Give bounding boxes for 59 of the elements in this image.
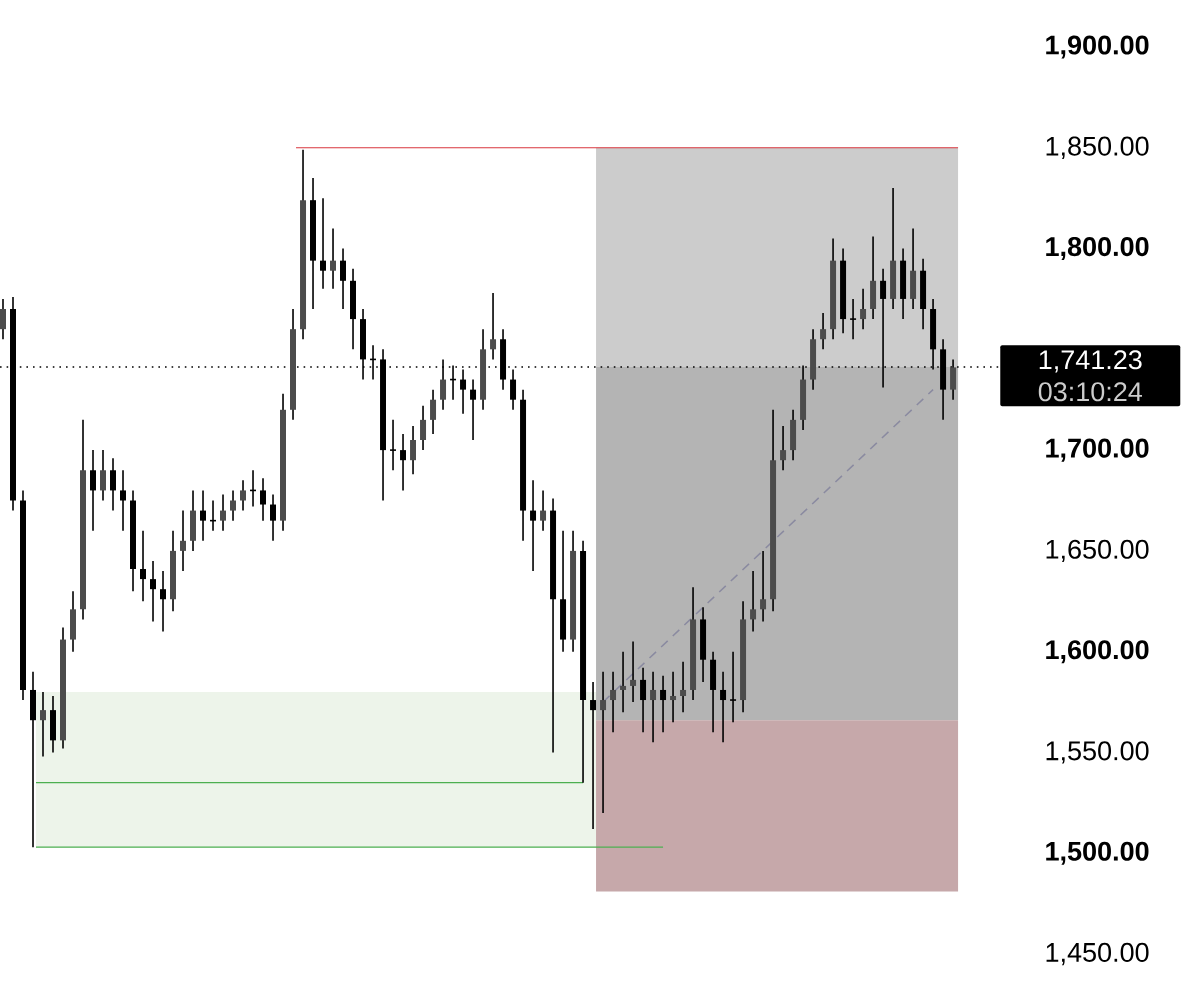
candlestick (150, 560, 157, 623)
candlestick (420, 404, 427, 451)
candlestick (650, 671, 657, 744)
candlestick (720, 671, 727, 744)
candlestick (389, 419, 397, 472)
y-tick-label: 1,900.00 (1046, 35, 1149, 59)
candlestick (820, 312, 827, 351)
candlestick (180, 509, 187, 572)
candlestick (110, 457, 117, 512)
candlestick (729, 650, 737, 724)
candlestick (490, 292, 497, 361)
candlestick (660, 675, 667, 734)
candlestick (330, 227, 337, 290)
candlestick (590, 681, 597, 830)
y-tick-label: 1,450.00 (1046, 942, 1149, 966)
candlestick (270, 493, 277, 542)
candlestick (400, 433, 407, 492)
candlestick (510, 368, 517, 411)
candlestick (780, 425, 787, 472)
candlestick (230, 489, 237, 522)
candlestick (600, 671, 607, 814)
candlestick (430, 388, 437, 435)
y-tick-label: 1,700.00 (1046, 438, 1149, 462)
candlestick (849, 298, 857, 341)
ref-line-label: 1,741.23 (1039, 350, 1142, 373)
candlestick (200, 489, 207, 542)
candlestick (640, 666, 647, 734)
y-tick-label: 1,850.00 (1046, 136, 1149, 159)
candlestick (680, 660, 687, 713)
candlestick (440, 358, 447, 411)
candlestick (0, 298, 6, 341)
candlestick (750, 570, 757, 633)
candlestick (340, 247, 347, 310)
y-tick-label: 1,650.00 (1046, 539, 1149, 563)
candlestick (760, 550, 767, 623)
candlestick (120, 469, 127, 532)
candlestick (470, 378, 477, 441)
candlestick (670, 671, 677, 724)
candlestick (90, 449, 97, 532)
candlestick (320, 197, 327, 290)
y-tick-label: 1,500.00 (1046, 841, 1149, 865)
candlestick (630, 640, 637, 703)
candlestick (160, 570, 167, 633)
candlestick (40, 691, 46, 758)
candlestick (620, 650, 627, 713)
candlestick (220, 493, 227, 532)
candlestick (530, 479, 537, 572)
candlestick (410, 425, 417, 476)
candlestick (540, 489, 547, 532)
candlestick (610, 671, 617, 734)
y-tick-label: 1,600.00 (1046, 640, 1149, 664)
text: 03:10:24 (1038, 382, 1143, 402)
candlestick (240, 479, 247, 512)
y-tick-label: 1,550.00 (1046, 741, 1149, 764)
candlestick (260, 477, 267, 522)
y-tick-label: 1,800.00 (1046, 237, 1149, 261)
candlestick (140, 529, 147, 603)
candlestick (860, 288, 867, 330)
candlestick (100, 449, 107, 502)
